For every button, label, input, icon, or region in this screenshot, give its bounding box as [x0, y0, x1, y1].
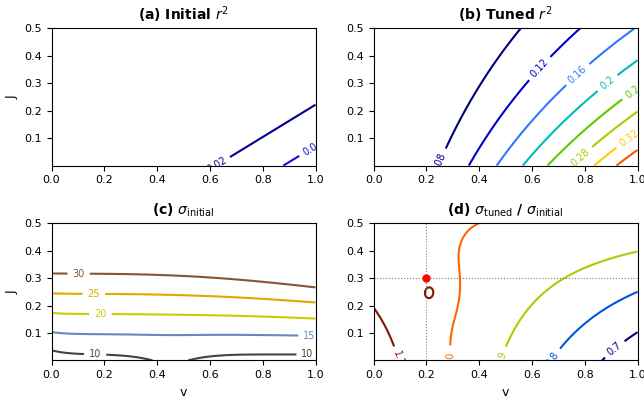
- Text: 25: 25: [88, 289, 100, 299]
- Text: 20: 20: [94, 309, 107, 319]
- Text: 10: 10: [301, 350, 314, 360]
- X-axis label: v: v: [502, 386, 509, 399]
- Title: (c) $\sigma_{\mathrm{initial}}$: (c) $\sigma_{\mathrm{initial}}$: [153, 202, 214, 219]
- Title: (d) $\sigma_{\mathrm{tuned}}$ / $\sigma_{\mathrm{initial}}$: (d) $\sigma_{\mathrm{tuned}}$ / $\sigma_…: [448, 202, 564, 219]
- Text: 0.04: 0.04: [301, 138, 325, 158]
- Text: 0.24: 0.24: [623, 80, 644, 100]
- Text: 0.16: 0.16: [566, 64, 589, 85]
- Text: 0.12: 0.12: [529, 57, 551, 80]
- Text: 0.32: 0.32: [618, 128, 641, 149]
- X-axis label: v: v: [180, 386, 187, 399]
- Text: 10: 10: [89, 349, 102, 360]
- Text: 1.0: 1.0: [444, 350, 455, 366]
- Y-axis label: J: J: [6, 95, 19, 99]
- Text: 0.9: 0.9: [494, 350, 509, 367]
- Text: 0.28: 0.28: [569, 147, 592, 168]
- Text: 0.7: 0.7: [605, 340, 623, 358]
- Text: 30: 30: [73, 269, 85, 279]
- Text: 0.02: 0.02: [205, 156, 229, 175]
- Text: 0.08: 0.08: [430, 151, 448, 175]
- Text: 0.2: 0.2: [598, 75, 616, 92]
- Title: (a) Initial $r^2$: (a) Initial $r^2$: [138, 4, 229, 25]
- Y-axis label: J: J: [6, 290, 19, 294]
- Title: (b) Tuned $r^2$: (b) Tuned $r^2$: [459, 4, 553, 25]
- Text: 15: 15: [303, 330, 316, 341]
- Text: 1.1: 1.1: [391, 350, 406, 367]
- Text: 0.8: 0.8: [544, 350, 561, 368]
